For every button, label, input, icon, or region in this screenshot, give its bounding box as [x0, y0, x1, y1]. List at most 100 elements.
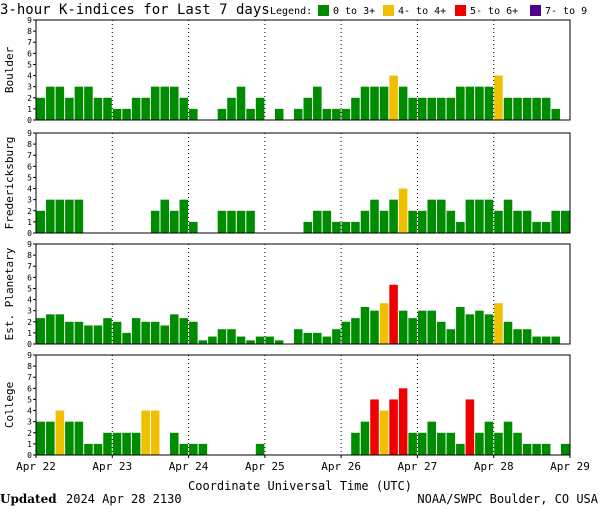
ytick-label-0-5: 5 [27, 60, 32, 69]
ytick-label-1-9: 9 [27, 129, 32, 138]
bar-0-10 [131, 97, 141, 120]
bar-1-4 [74, 199, 84, 233]
panel-frame-0 [35, 19, 571, 121]
bar-0-46 [475, 86, 484, 120]
bar-2-49 [503, 321, 513, 344]
bar-1-12 [150, 210, 160, 233]
bar-0-19 [217, 108, 227, 120]
bar-1-3 [65, 199, 74, 233]
bar-0-31 [332, 108, 341, 120]
bar-2-52 [532, 336, 541, 344]
ytick-label-0-1: 1 [27, 105, 32, 114]
bar-2-42 [437, 321, 446, 344]
bar-0-47 [484, 86, 494, 120]
bar-1-29 [313, 210, 322, 233]
bar-0-52 [532, 97, 541, 120]
bar-2-17 [198, 340, 208, 344]
legend-entry-1: 4- to 4+ [398, 6, 446, 17]
ytick-label-3-7: 7 [27, 373, 32, 382]
ytick-label-3-8: 8 [27, 362, 32, 371]
bar-2-27 [293, 329, 303, 344]
bar-2-47 [484, 314, 494, 344]
bar-2-22 [246, 340, 255, 344]
panel-1: 0 1 2 3 4 5 6 7 8 9 Fredericksburg [3, 129, 571, 238]
ytick-label-2-3: 3 [27, 307, 32, 316]
bar-0-6 [93, 97, 103, 120]
bar-1-45 [465, 199, 475, 233]
bar-2-29 [313, 332, 322, 344]
bar-1-49 [503, 199, 513, 233]
bar-1-22 [246, 210, 255, 233]
chart-title: 3-hour K-indices for Last 7 days [0, 2, 270, 18]
bar-2-10 [131, 318, 141, 344]
ytick-label-3-9: 9 [27, 351, 32, 360]
bar-1-13 [160, 199, 169, 233]
bar-2-39 [408, 318, 417, 344]
bar-0-5 [84, 86, 93, 120]
bar-0-33 [351, 97, 360, 120]
bar-2-15 [179, 318, 189, 344]
bar-0-50 [513, 97, 522, 120]
bar-2-31 [332, 329, 341, 344]
bar-2-6 [93, 325, 103, 344]
bar-2-23 [255, 336, 265, 344]
bar-2-0 [36, 318, 46, 344]
legend-swatch-2 [455, 5, 466, 16]
bar-2-30 [322, 336, 332, 344]
bar-3-23 [255, 443, 265, 455]
legend-swatch-3 [530, 5, 541, 16]
bar-3-50 [513, 432, 522, 455]
footer-updated-label: Updated [0, 492, 57, 506]
bar-1-43 [446, 210, 456, 233]
xtick-label-3: Apr 25 [245, 460, 285, 473]
bar-0-35 [370, 86, 379, 120]
bar-1-20 [227, 210, 236, 233]
bar-1-35 [370, 199, 379, 233]
panel-frame-3 [35, 354, 571, 456]
bar-2-46 [475, 310, 484, 344]
panel-2: 0 1 2 3 4 5 6 7 8 9 Est. Planetary [3, 240, 571, 349]
bar-0-20 [227, 97, 236, 120]
bar-3-38 [398, 388, 408, 455]
ytick-label-0-3: 3 [27, 83, 32, 92]
bar-3-8 [112, 432, 122, 455]
bar-1-44 [456, 221, 465, 233]
bar-0-49 [503, 97, 513, 120]
bar-3-52 [532, 443, 541, 455]
bar-1-14 [170, 210, 179, 233]
bar-0-3 [65, 97, 74, 120]
bar-3-6 [93, 443, 103, 455]
bar-2-25 [274, 340, 284, 344]
bar-0-36 [379, 86, 389, 120]
bar-3-11 [141, 410, 150, 455]
bar-2-44 [456, 307, 465, 344]
bar-0-39 [408, 97, 417, 120]
bar-1-0 [36, 210, 46, 233]
bar-2-14 [170, 314, 179, 344]
bar-1-48 [494, 210, 503, 233]
bar-2-3 [65, 321, 74, 344]
x-axis-label: Coordinate Universal Time (UTC) [188, 479, 412, 493]
bar-0-30 [322, 108, 332, 120]
panel-label-0: Boulder [3, 46, 16, 93]
bar-1-31 [332, 221, 341, 233]
bar-0-44 [456, 86, 465, 120]
bar-3-0 [36, 421, 46, 455]
panel-frame-2 [35, 243, 571, 345]
bar-0-45 [465, 86, 475, 120]
bar-1-47 [484, 199, 494, 233]
bar-3-35 [370, 399, 379, 455]
ytick-label-2-4: 4 [27, 296, 32, 305]
ytick-label-3-4: 4 [27, 407, 32, 416]
bar-1-41 [427, 199, 436, 233]
bar-1-32 [341, 221, 351, 233]
bar-0-2 [55, 86, 65, 120]
bar-0-48 [494, 75, 503, 120]
bar-0-38 [398, 86, 408, 120]
bar-0-40 [417, 97, 427, 120]
bar-1-46 [475, 199, 484, 233]
bar-0-29 [313, 86, 322, 120]
bar-2-38 [398, 310, 408, 344]
bar-2-37 [389, 284, 398, 344]
